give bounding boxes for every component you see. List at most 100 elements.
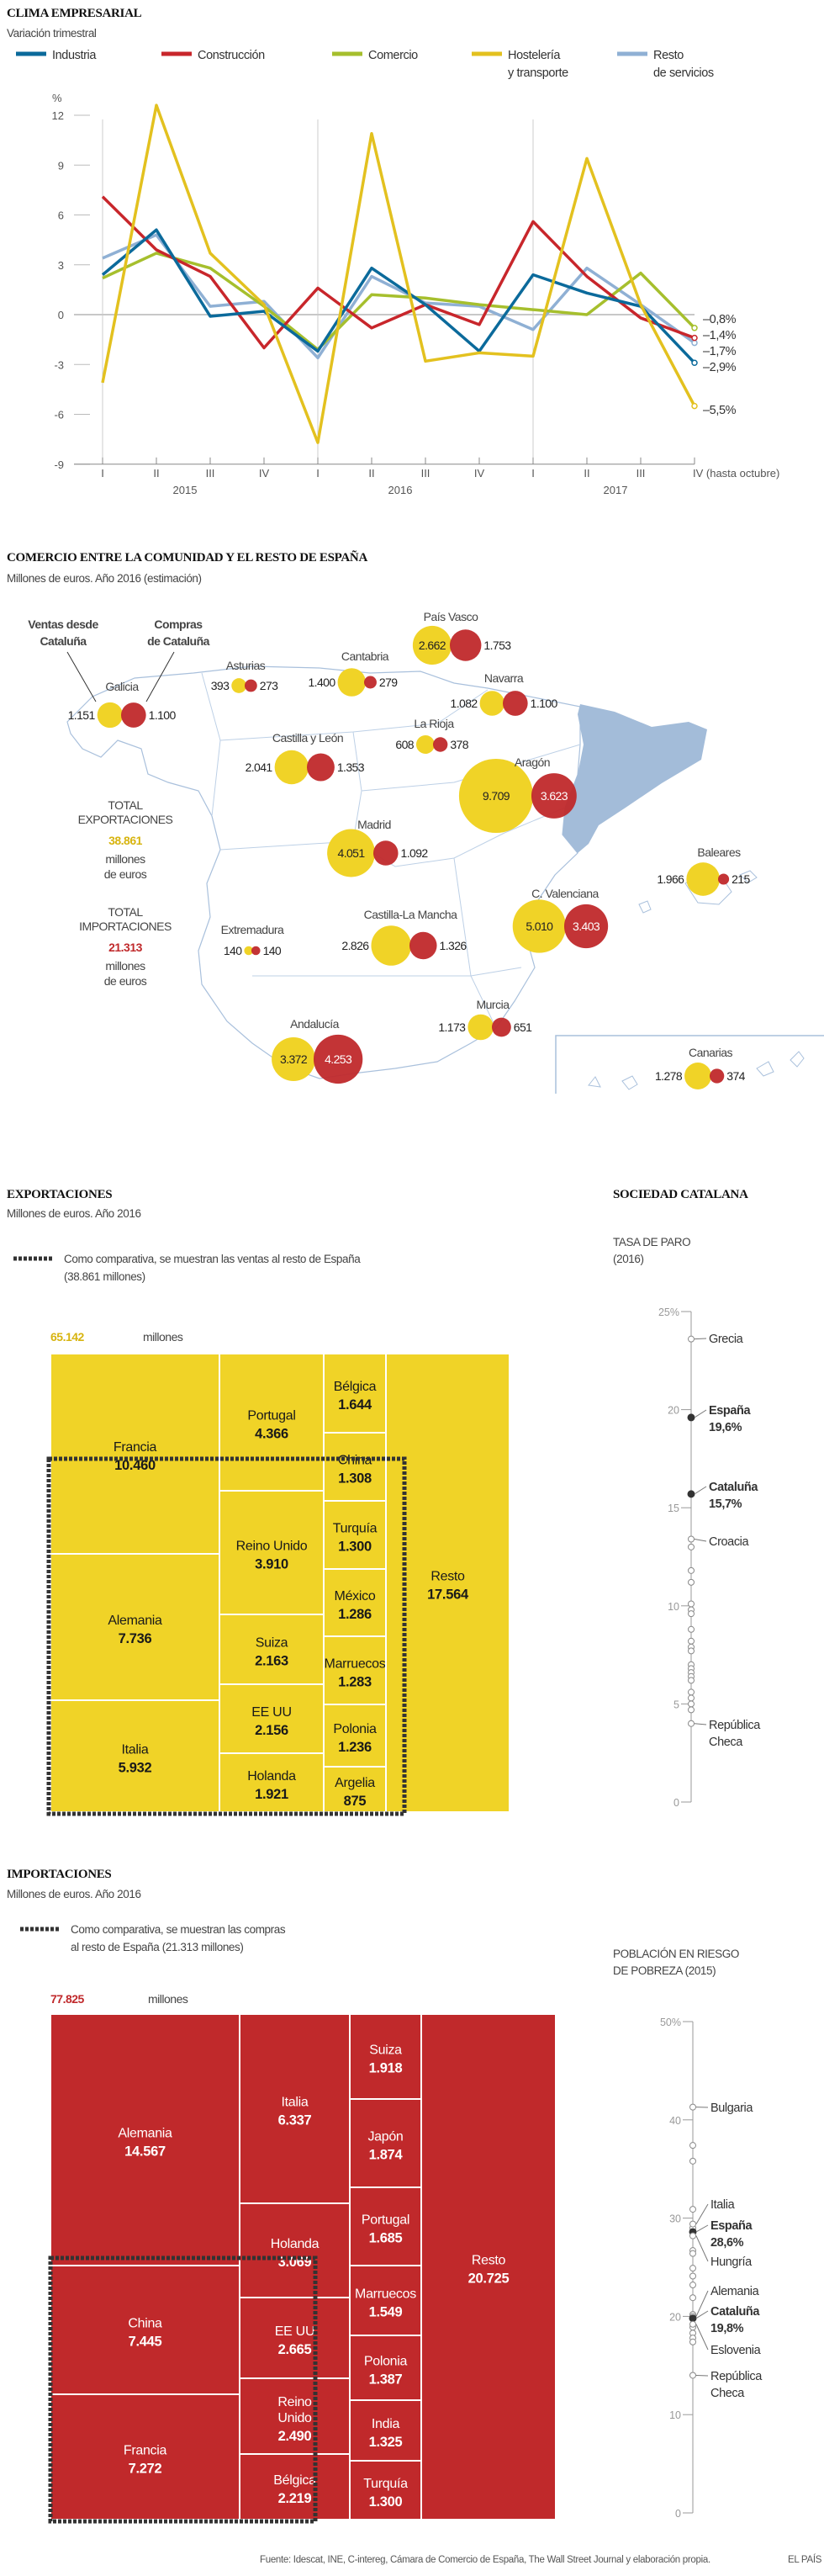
cell-name: Suiza: [256, 1636, 288, 1651]
ventas-value: 3.372: [280, 1052, 308, 1066]
country-point: [689, 2232, 696, 2239]
country-point: [689, 2282, 696, 2289]
cell-name: Reino Unido: [277, 2395, 312, 2425]
ventas-bubble: [684, 1063, 711, 1089]
cell-name: Italia: [282, 2096, 309, 2110]
y-tick-label: 9: [58, 159, 64, 172]
dotplot-title: POBLACIÓN EN RIESGO DE POBREZA (2015): [613, 1948, 739, 1977]
country-point: [689, 2250, 696, 2257]
dotplot-tick-label: 25%: [658, 1307, 679, 1318]
comparison-note: Como comparativa, se muestran las ventas…: [64, 1253, 361, 1283]
x-tick-label: I: [531, 467, 535, 480]
cell-name: Holanda: [271, 2237, 320, 2251]
region-label: Extremadura: [221, 923, 284, 936]
dotplot-tick-label: 0: [675, 2508, 681, 2520]
country-point: [689, 2294, 696, 2302]
country-label: Bulgaria: [710, 2102, 753, 2115]
ventas-bubble: [371, 925, 411, 966]
cell-value: 10.460: [114, 1458, 156, 1473]
cell-value: 1.644: [338, 1397, 372, 1413]
legend-label: Construcción: [198, 49, 265, 62]
ventas-bubble: [97, 702, 123, 729]
total-unit: millones: [143, 1330, 183, 1344]
cell-name: Bélgica: [273, 2473, 316, 2488]
compras-value: 1.092: [401, 846, 429, 860]
treemap-rect: [323, 1432, 387, 1502]
country-label: Cataluña: [710, 2305, 760, 2319]
cell-value: 2.665: [278, 2342, 312, 2357]
region-label: C. Valenciana: [531, 887, 599, 900]
compras-value: 215: [732, 872, 750, 886]
country-point: [688, 1535, 695, 1543]
region-madrid: Madrid 4.051 1.092: [327, 818, 429, 877]
total_exports-unit-line: de euros: [104, 867, 147, 881]
total_imports-label: TOTAL IMPORTACIONES: [79, 905, 172, 933]
cell-name: México: [335, 1589, 376, 1603]
exports-title: EXPORTACIONES: [7, 1188, 112, 1201]
end-value-label: –0,8%: [703, 313, 737, 326]
cell-name: EE UU: [275, 2324, 314, 2339]
compras-bubble: [433, 737, 448, 752]
total_exports-label-line: TOTAL: [108, 798, 143, 812]
country-value: 19,6%: [709, 1421, 742, 1434]
end-value-label: –5,5%: [703, 404, 737, 417]
legend-label: Hostelería y transporte: [508, 49, 568, 80]
series-line-construcción: [101, 195, 695, 350]
x-tick-label: IV: [474, 467, 485, 480]
country-value: 15,7%: [709, 1497, 742, 1511]
source-note: Fuente: Idescat, INE, C-intereg, Cámara …: [260, 2555, 710, 2565]
region-extremadura: Extremadura 140 140: [221, 923, 285, 957]
comparison-note: Como comparativa, se muestran las compra…: [71, 1923, 286, 1953]
treemap-rect: [50, 1353, 220, 1555]
country-label: España: [710, 2219, 753, 2233]
cell-name: Francia: [114, 1440, 157, 1455]
total_exports-unit-line: millones: [105, 852, 145, 866]
total_imports-unit-line: millones: [105, 959, 145, 973]
total_exports-label: TOTAL EXPORTACIONES: [78, 798, 173, 826]
leader-line: [695, 2324, 709, 2351]
country-point: [688, 1600, 695, 1608]
cell-name: Holanda: [247, 1769, 296, 1784]
cell-value: 20.725: [468, 2271, 510, 2287]
series-end-marker: [691, 334, 698, 342]
region-cantabria: Cantabria 1.400 279: [309, 649, 399, 697]
region-label: Castilla-La Mancha: [364, 908, 458, 921]
unemployment-dotplot: TASA DE PARO (2016) 0 5 10 15 20 25% Grecia Españ…: [613, 1236, 762, 1809]
ventas-bubble: [467, 1014, 494, 1041]
treemap-cell: India 1.325: [349, 2399, 422, 2462]
treemap-cell: Francia 10.460: [50, 1353, 220, 1555]
dotplot-tick-label: 20: [669, 2311, 681, 2323]
legend-label-line: y transporte: [508, 66, 568, 80]
canarias-shape: [588, 1051, 805, 1090]
dotplot-tick-label: 40: [669, 2115, 681, 2127]
region-border: [219, 689, 489, 741]
cell-value: 2.490: [278, 2429, 312, 2444]
canarias-inset-frame: [555, 1035, 824, 1094]
country-label: República Checa: [710, 2370, 763, 2400]
ventas-value: 1.173: [438, 1020, 466, 1034]
ventas-value: 4.051: [338, 846, 366, 860]
treemap-cell: Bélgica 1.644: [323, 1353, 387, 1434]
treemap-rect: [50, 2265, 240, 2395]
key-ventas-arrow: [66, 651, 97, 702]
country-point: [689, 2220, 696, 2228]
comparison-note-line: (38.861 millones): [64, 1270, 145, 1283]
cell-value: 1.549: [369, 2305, 403, 2320]
cell-name: EE UU: [251, 1705, 291, 1720]
region-aragón: Aragón 9.709 3.623: [458, 755, 577, 834]
treemap-cell: Resto 20.725: [420, 2013, 557, 2520]
cell-name: Polonia: [364, 2355, 408, 2369]
ventas-value: 2.041: [246, 761, 273, 774]
country-point: [689, 2142, 696, 2149]
compras-value: 1.753: [483, 639, 511, 652]
cell-name-line: Unido: [277, 2411, 312, 2425]
key-compras-label: Compras de Cataluña: [147, 617, 210, 648]
treemap-cell: Portugal 4.366: [219, 1353, 325, 1492]
end-value-label: –1,7%: [703, 345, 737, 358]
cell-value: 1.300: [338, 1540, 372, 1555]
year-label: 2015: [173, 484, 198, 496]
year-label: 2016: [388, 484, 413, 496]
country-point: [688, 1578, 695, 1586]
